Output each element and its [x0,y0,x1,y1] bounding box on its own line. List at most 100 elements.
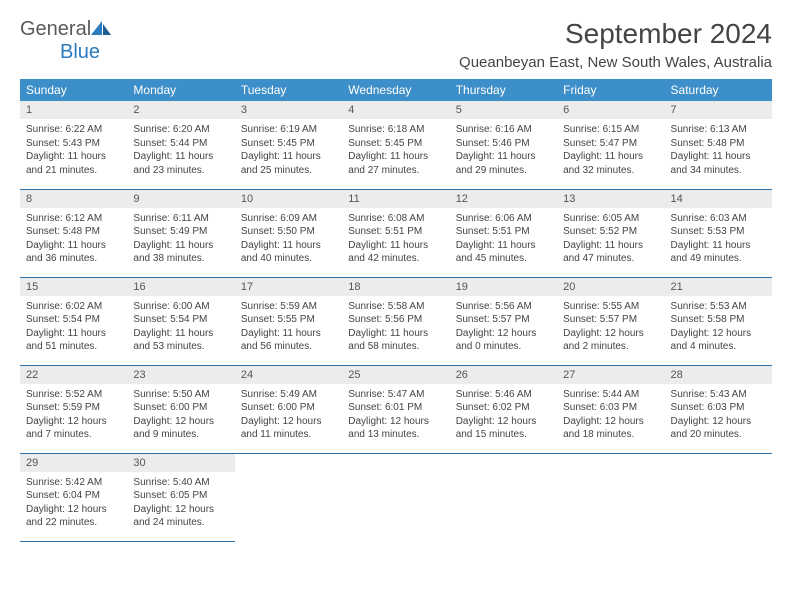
day-number: 12 [450,190,557,208]
calendar-cell: 26Sunrise: 5:46 AMSunset: 6:02 PMDayligh… [450,365,557,453]
day-number: 1 [20,101,127,119]
day-info: Sunrise: 6:09 AMSunset: 5:50 PMDaylight:… [235,208,342,272]
day-number: 25 [342,366,449,384]
day-info: Sunrise: 6:15 AMSunset: 5:47 PMDaylight:… [557,119,664,183]
day-info: Sunrise: 6:13 AMSunset: 5:48 PMDaylight:… [665,119,772,183]
calendar-cell: 10Sunrise: 6:09 AMSunset: 5:50 PMDayligh… [235,189,342,277]
weekday-header: Saturday [665,79,772,101]
calendar-cell: 5Sunrise: 6:16 AMSunset: 5:46 PMDaylight… [450,101,557,189]
calendar-cell [342,453,449,541]
weekday-header: Thursday [450,79,557,101]
calendar-cell: 8Sunrise: 6:12 AMSunset: 5:48 PMDaylight… [20,189,127,277]
calendar-cell: 1Sunrise: 6:22 AMSunset: 5:43 PMDaylight… [20,101,127,189]
day-number: 4 [342,101,449,119]
calendar-cell: 3Sunrise: 6:19 AMSunset: 5:45 PMDaylight… [235,101,342,189]
calendar-cell: 2Sunrise: 6:20 AMSunset: 5:44 PMDaylight… [127,101,234,189]
day-number: 10 [235,190,342,208]
day-info: Sunrise: 5:49 AMSunset: 6:00 PMDaylight:… [235,384,342,448]
day-number: 9 [127,190,234,208]
day-number: 3 [235,101,342,119]
calendar-cell: 6Sunrise: 6:15 AMSunset: 5:47 PMDaylight… [557,101,664,189]
day-number: 7 [665,101,772,119]
calendar-cell: 13Sunrise: 6:05 AMSunset: 5:52 PMDayligh… [557,189,664,277]
day-info: Sunrise: 5:46 AMSunset: 6:02 PMDaylight:… [450,384,557,448]
day-number: 21 [665,278,772,296]
calendar-cell: 7Sunrise: 6:13 AMSunset: 5:48 PMDaylight… [665,101,772,189]
day-info: Sunrise: 5:55 AMSunset: 5:57 PMDaylight:… [557,296,664,360]
logo-text: General Blue [20,18,113,64]
day-info: Sunrise: 5:47 AMSunset: 6:01 PMDaylight:… [342,384,449,448]
weekday-header: Tuesday [235,79,342,101]
calendar-row: 15Sunrise: 6:02 AMSunset: 5:54 PMDayligh… [20,277,772,365]
day-info: Sunrise: 6:20 AMSunset: 5:44 PMDaylight:… [127,119,234,183]
calendar-cell: 9Sunrise: 6:11 AMSunset: 5:49 PMDaylight… [127,189,234,277]
logo-word-2: Blue [60,41,100,63]
month-title: September 2024 [459,18,772,50]
calendar-cell: 30Sunrise: 5:40 AMSunset: 6:05 PMDayligh… [127,453,234,541]
day-info: Sunrise: 6:18 AMSunset: 5:45 PMDaylight:… [342,119,449,183]
day-info: Sunrise: 6:22 AMSunset: 5:43 PMDaylight:… [20,119,127,183]
day-info: Sunrise: 5:50 AMSunset: 6:00 PMDaylight:… [127,384,234,448]
calendar-cell: 14Sunrise: 6:03 AMSunset: 5:53 PMDayligh… [665,189,772,277]
day-info: Sunrise: 5:53 AMSunset: 5:58 PMDaylight:… [665,296,772,360]
day-info: Sunrise: 5:52 AMSunset: 5:59 PMDaylight:… [20,384,127,448]
calendar-cell: 16Sunrise: 6:00 AMSunset: 5:54 PMDayligh… [127,277,234,365]
day-number: 2 [127,101,234,119]
weekday-header: Monday [127,79,234,101]
calendar-row: 22Sunrise: 5:52 AMSunset: 5:59 PMDayligh… [20,365,772,453]
day-number: 6 [557,101,664,119]
day-number: 14 [665,190,772,208]
day-number: 17 [235,278,342,296]
calendar-cell: 11Sunrise: 6:08 AMSunset: 5:51 PMDayligh… [342,189,449,277]
location-text: Queanbeyan East, New South Wales, Austra… [459,54,772,71]
day-number: 20 [557,278,664,296]
day-info: Sunrise: 6:16 AMSunset: 5:46 PMDaylight:… [450,119,557,183]
day-info: Sunrise: 6:06 AMSunset: 5:51 PMDaylight:… [450,208,557,272]
calendar-cell [235,453,342,541]
calendar-row: 29Sunrise: 5:42 AMSunset: 6:04 PMDayligh… [20,453,772,541]
page-header: General Blue September 2024 Queanbeyan E… [20,18,772,71]
day-number: 30 [127,454,234,472]
calendar-cell: 15Sunrise: 6:02 AMSunset: 5:54 PMDayligh… [20,277,127,365]
calendar-cell: 19Sunrise: 5:56 AMSunset: 5:57 PMDayligh… [450,277,557,365]
day-info: Sunrise: 6:12 AMSunset: 5:48 PMDaylight:… [20,208,127,272]
calendar-cell: 23Sunrise: 5:50 AMSunset: 6:00 PMDayligh… [127,365,234,453]
calendar-table: SundayMondayTuesdayWednesdayThursdayFrid… [20,79,772,542]
calendar-cell: 20Sunrise: 5:55 AMSunset: 5:57 PMDayligh… [557,277,664,365]
calendar-cell: 17Sunrise: 5:59 AMSunset: 5:55 PMDayligh… [235,277,342,365]
weekday-header: Friday [557,79,664,101]
day-number: 19 [450,278,557,296]
logo: General Blue [20,18,113,64]
day-info: Sunrise: 5:40 AMSunset: 6:05 PMDaylight:… [127,472,234,536]
day-number: 24 [235,366,342,384]
day-info: Sunrise: 5:59 AMSunset: 5:55 PMDaylight:… [235,296,342,360]
calendar-cell: 4Sunrise: 6:18 AMSunset: 5:45 PMDaylight… [342,101,449,189]
day-number: 27 [557,366,664,384]
calendar-cell [557,453,664,541]
calendar-cell: 18Sunrise: 5:58 AMSunset: 5:56 PMDayligh… [342,277,449,365]
day-number: 16 [127,278,234,296]
weekday-header: Sunday [20,79,127,101]
day-info: Sunrise: 5:56 AMSunset: 5:57 PMDaylight:… [450,296,557,360]
day-info: Sunrise: 5:44 AMSunset: 6:03 PMDaylight:… [557,384,664,448]
calendar-cell: 24Sunrise: 5:49 AMSunset: 6:00 PMDayligh… [235,365,342,453]
day-info: Sunrise: 5:42 AMSunset: 6:04 PMDaylight:… [20,472,127,536]
weekday-header: Wednesday [342,79,449,101]
calendar-row: 8Sunrise: 6:12 AMSunset: 5:48 PMDaylight… [20,189,772,277]
weekday-header-row: SundayMondayTuesdayWednesdayThursdayFrid… [20,79,772,101]
day-number: 28 [665,366,772,384]
day-info: Sunrise: 6:02 AMSunset: 5:54 PMDaylight:… [20,296,127,360]
day-number: 11 [342,190,449,208]
day-info: Sunrise: 6:03 AMSunset: 5:53 PMDaylight:… [665,208,772,272]
calendar-cell: 27Sunrise: 5:44 AMSunset: 6:03 PMDayligh… [557,365,664,453]
calendar-body: 1Sunrise: 6:22 AMSunset: 5:43 PMDaylight… [20,101,772,541]
day-number: 5 [450,101,557,119]
day-number: 15 [20,278,127,296]
calendar-cell: 28Sunrise: 5:43 AMSunset: 6:03 PMDayligh… [665,365,772,453]
logo-word-1: General [20,18,91,40]
calendar-cell: 25Sunrise: 5:47 AMSunset: 6:01 PMDayligh… [342,365,449,453]
calendar-cell [665,453,772,541]
calendar-cell [450,453,557,541]
calendar-cell: 12Sunrise: 6:06 AMSunset: 5:51 PMDayligh… [450,189,557,277]
calendar-cell: 21Sunrise: 5:53 AMSunset: 5:58 PMDayligh… [665,277,772,365]
